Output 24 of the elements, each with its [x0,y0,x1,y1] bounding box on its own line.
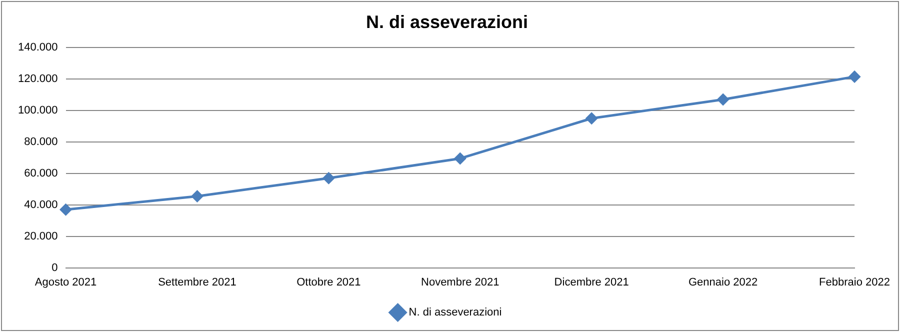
y-tick-label: 60.000 [24,167,58,180]
y-tick-label: 120.000 [18,73,58,86]
x-tick-label: Dicembre 2021 [554,276,629,288]
point [322,172,334,184]
point [454,152,466,164]
x-tick-label: Novembre 2021 [421,276,500,288]
legend-label: N. di asseverazioni [408,306,502,319]
chart-title: N. di asseverazioni [366,12,528,32]
x-tick-label: Gennaio 2022 [688,276,758,288]
x-tick-label: Febbraio 2022 [819,276,890,288]
y-tick-label: 140.000 [18,42,58,54]
point [586,112,598,124]
point [717,94,729,106]
point [191,190,203,202]
y-tick-label: 80.000 [24,136,58,148]
point [60,204,72,216]
point [848,70,860,82]
y-tick-label: 20.000 [24,230,58,242]
y-tick-label: 40.000 [24,198,58,211]
x-tick-label: Ottobre 2021 [296,276,361,288]
x-tick-label: Agosto 2021 [34,276,97,288]
x-tick-label: Settembre 2021 [158,276,236,288]
y-tick-label: 0 [52,262,58,274]
y-tick-label: 100.000 [18,104,58,117]
